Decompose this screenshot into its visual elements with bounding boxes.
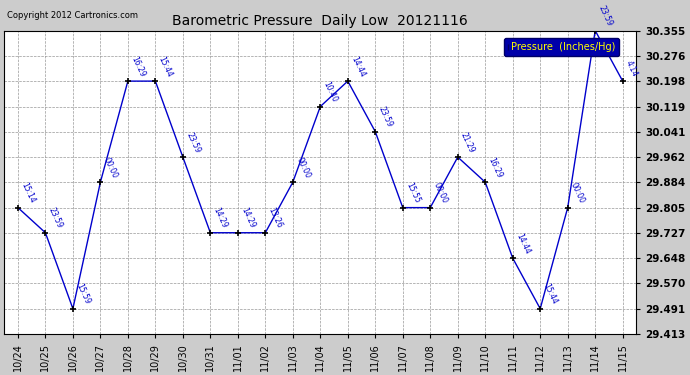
Text: 15:44: 15:44 xyxy=(542,282,559,306)
Text: 10:40: 10:40 xyxy=(322,80,339,104)
Text: 23:59: 23:59 xyxy=(47,206,64,230)
Text: 15:59: 15:59 xyxy=(75,282,92,306)
Text: 15:55: 15:55 xyxy=(404,181,422,205)
Text: Copyright 2012 Cartronics.com: Copyright 2012 Cartronics.com xyxy=(7,11,138,20)
Text: 14:44: 14:44 xyxy=(514,232,531,255)
Text: 21:29: 21:29 xyxy=(459,131,476,154)
Text: 00:00: 00:00 xyxy=(294,156,312,179)
Text: 13:26: 13:26 xyxy=(267,206,284,230)
Text: 15:44: 15:44 xyxy=(157,55,174,78)
Title: Barometric Pressure  Daily Low  20121116: Barometric Pressure Daily Low 20121116 xyxy=(172,14,469,28)
Text: 23:59: 23:59 xyxy=(184,130,201,154)
Text: 14:29: 14:29 xyxy=(239,206,257,230)
Text: 14:44: 14:44 xyxy=(349,55,366,78)
Text: 4:14: 4:14 xyxy=(624,59,640,78)
Text: 00:00: 00:00 xyxy=(101,156,119,179)
Text: 23:59: 23:59 xyxy=(377,105,394,129)
Text: 16:29: 16:29 xyxy=(486,156,504,179)
Text: 16:29: 16:29 xyxy=(129,55,146,78)
Text: 15:14: 15:14 xyxy=(19,182,37,205)
Text: 00:00: 00:00 xyxy=(569,181,586,205)
Legend: Pressure  (Inches/Hg): Pressure (Inches/Hg) xyxy=(504,39,619,56)
Text: 23:59: 23:59 xyxy=(597,4,614,28)
Text: 14:29: 14:29 xyxy=(212,206,229,230)
Text: 00:00: 00:00 xyxy=(432,181,449,205)
